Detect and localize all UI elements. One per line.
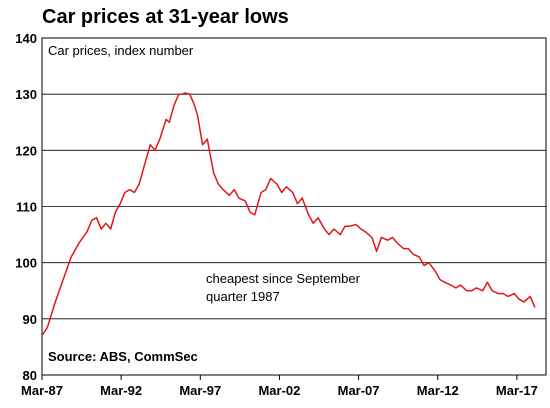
chart-source: Source: ABS, CommSec (48, 349, 198, 364)
y-tick-label: 140 (15, 31, 37, 46)
x-tick-label: Mar-12 (417, 383, 459, 398)
series-line-car-prices (41, 92, 536, 336)
x-tick-label: Mar-87 (21, 383, 63, 398)
y-tick-label: 90 (23, 312, 37, 327)
y-axis-ticks: 80 90 100 110 120 130 140 (15, 31, 37, 383)
x-tick-label: Mar-97 (179, 383, 221, 398)
y-tick-label: 120 (15, 143, 37, 158)
chart-title: Car prices at 31-year lows (42, 6, 289, 28)
gridlines (42, 93, 546, 320)
plot-area-frame (41, 37, 547, 376)
chart-annotation: cheapest since September quarter 1987 (206, 271, 361, 304)
x-tick-label: Mar-17 (496, 383, 538, 398)
y-tick-label: 110 (16, 200, 37, 215)
chart-subtitle: Car prices, index number (48, 43, 194, 58)
x-tick-label: Mar-07 (338, 383, 380, 398)
x-axis-ticks: Mar-87 Mar-92 Mar-97 Mar-02 Mar-07 Mar-12 Mar-… (21, 375, 538, 398)
x-tick-label: Mar-92 (100, 383, 142, 398)
y-tick-label: 80 (23, 368, 37, 383)
y-tick-label: 100 (15, 256, 37, 271)
x-tick-label: Mar-02 (258, 383, 300, 398)
y-tick-label: 130 (15, 87, 37, 102)
